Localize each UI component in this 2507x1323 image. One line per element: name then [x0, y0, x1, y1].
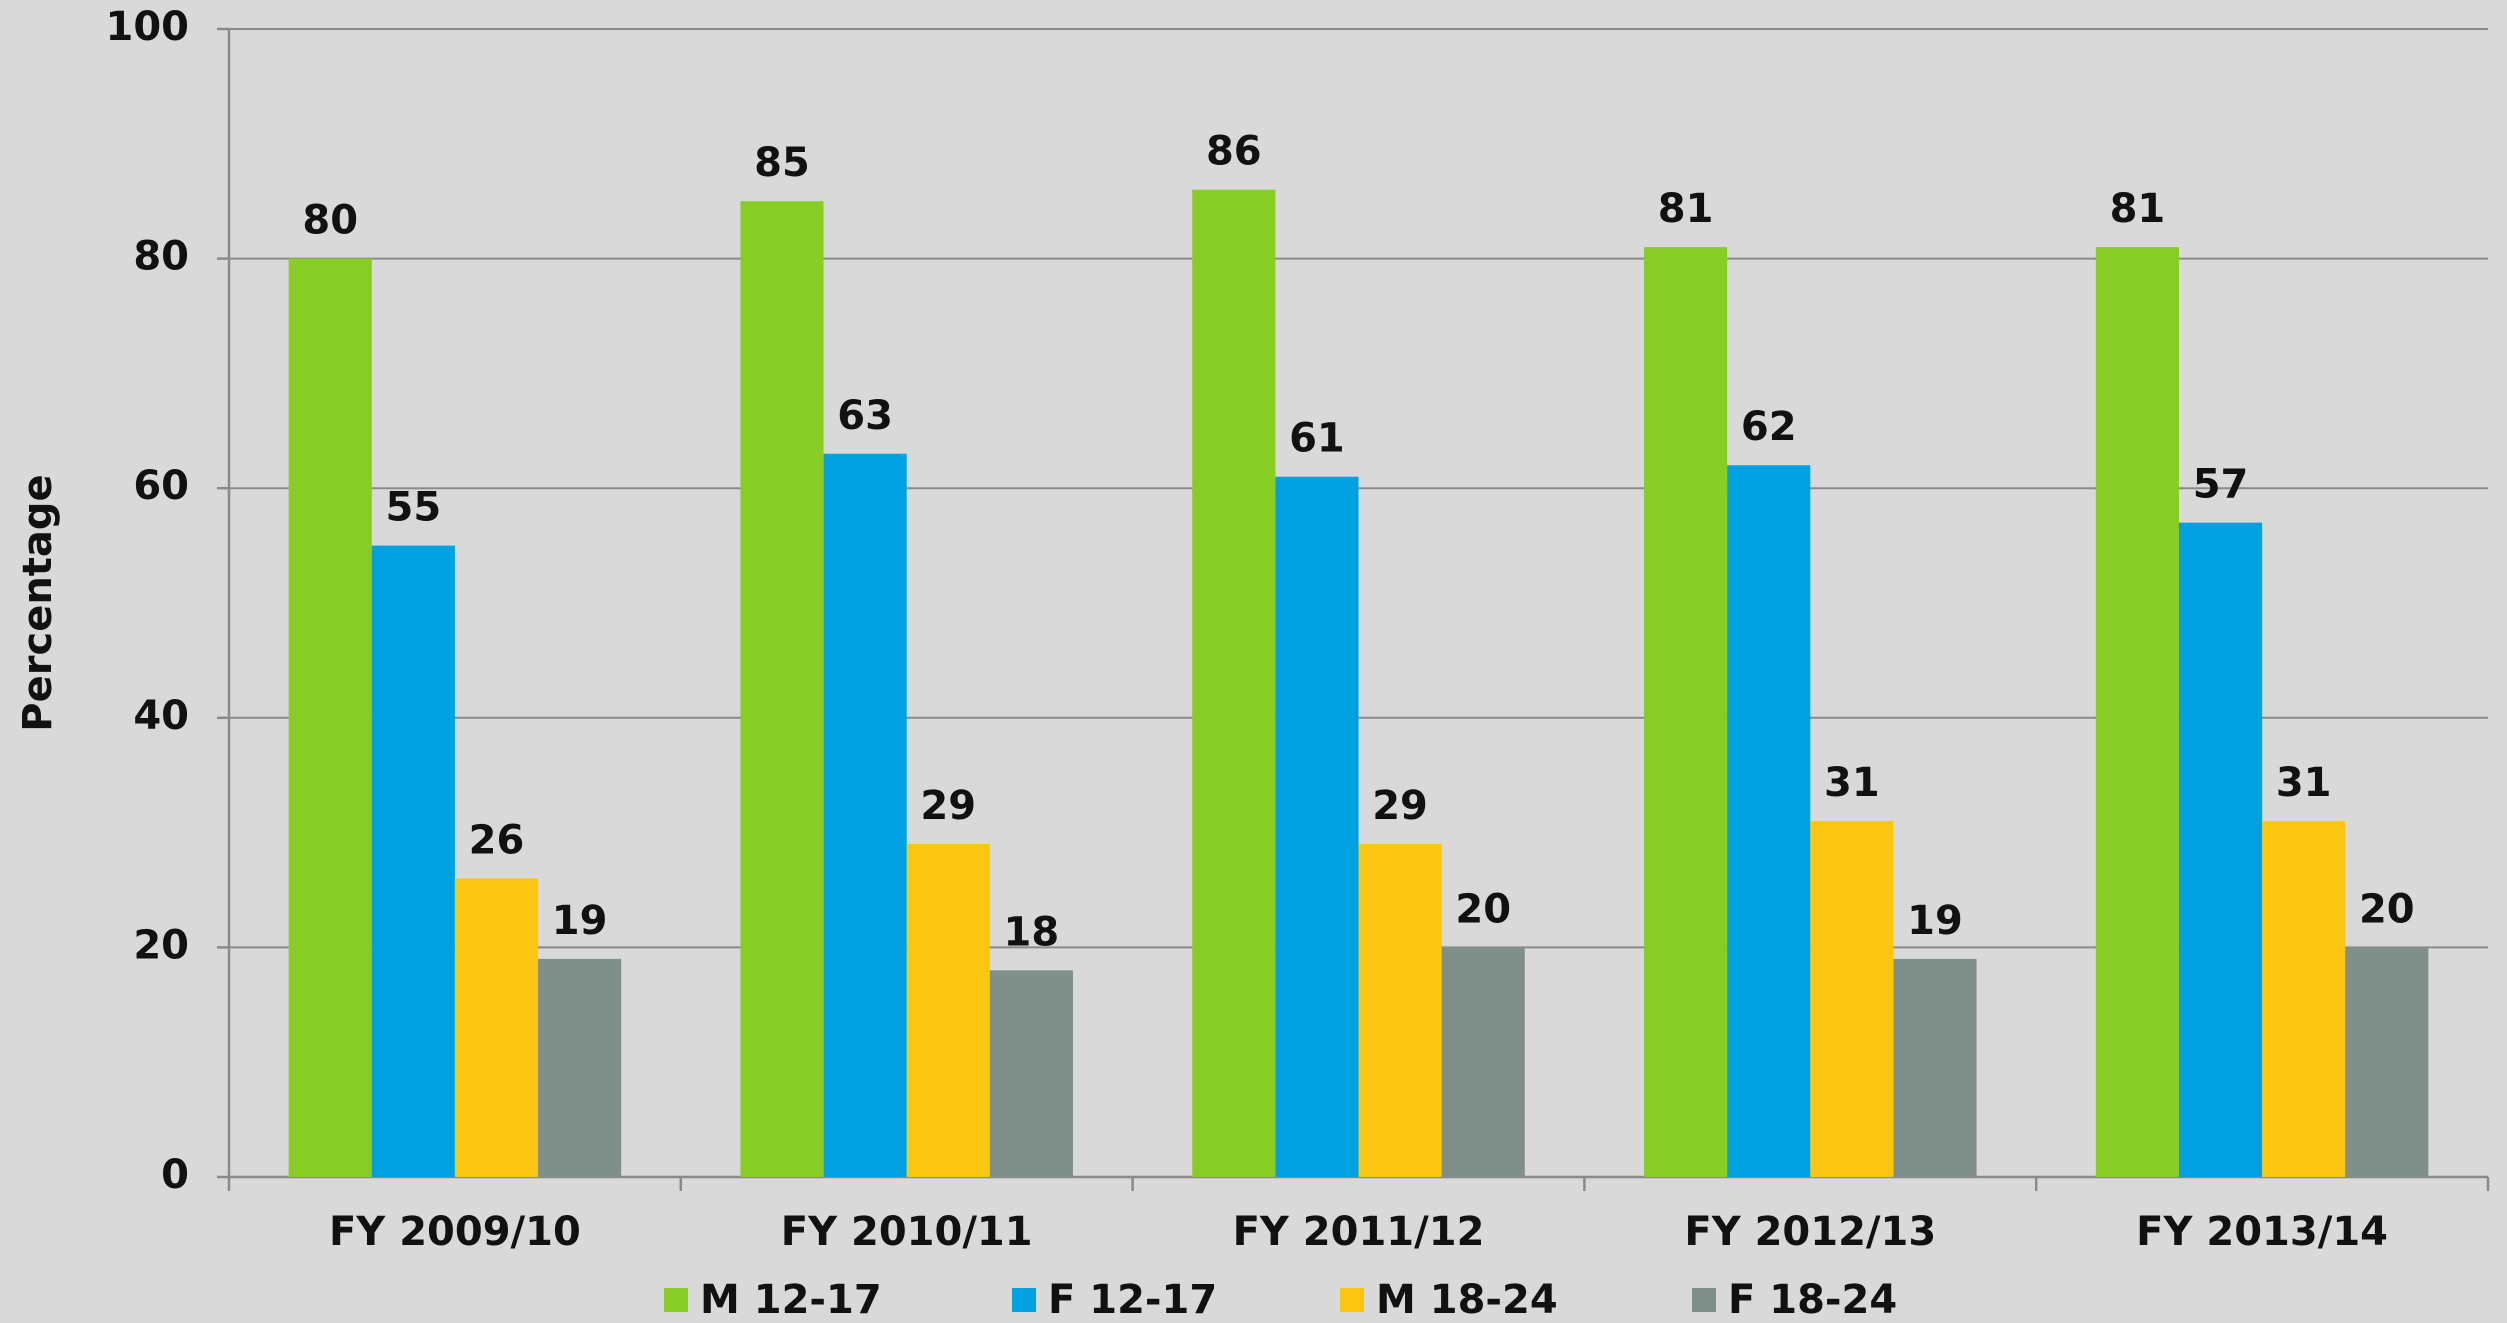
- bar: [288, 258, 372, 1178]
- legend-label: F 12-17: [1048, 1277, 1217, 1323]
- bar: [1441, 947, 1525, 1177]
- data-label: 63: [837, 393, 893, 439]
- x-tick-label: FY 2011/12: [1233, 1209, 1485, 1255]
- data-label: 18: [1004, 909, 1060, 955]
- bar: [1727, 465, 1811, 1177]
- data-label: 26: [469, 818, 525, 864]
- bar: [740, 201, 824, 1177]
- legend-label: M 12-17: [700, 1277, 882, 1323]
- bar: [454, 878, 539, 1177]
- legend-swatch: [1692, 1288, 1716, 1312]
- y-tick-label: 80: [133, 234, 189, 280]
- x-tick-label: FY 2009/10: [329, 1209, 581, 1255]
- data-label: 29: [920, 783, 976, 829]
- bar: [1192, 189, 1276, 1178]
- bar: [2178, 522, 2263, 1177]
- x-tick-label: FY 2013/14: [2136, 1209, 2388, 1255]
- bar: [2262, 821, 2346, 1177]
- data-label: 57: [2193, 462, 2249, 508]
- legend-swatch: [1012, 1288, 1036, 1312]
- bar: [1810, 821, 1894, 1177]
- legend-swatch: [664, 1288, 688, 1312]
- data-label: 61: [1289, 416, 1345, 462]
- bar: [989, 970, 1073, 1177]
- data-label: 62: [1741, 404, 1797, 450]
- x-tick-label: FY 2012/13: [1684, 1209, 1936, 1255]
- bar: [1275, 476, 1359, 1178]
- y-tick-label: 40: [133, 693, 189, 739]
- bar: [906, 844, 990, 1177]
- bar: [823, 453, 907, 1177]
- y-tick-label: 20: [133, 922, 189, 968]
- bar: [1893, 958, 1977, 1177]
- data-label: 19: [552, 898, 608, 944]
- data-label: 81: [1658, 186, 1714, 232]
- y-tick-label: 100: [106, 4, 190, 50]
- data-label: 19: [1907, 898, 1963, 944]
- bar: [2345, 947, 2429, 1177]
- y-axis-label: Percentage: [15, 474, 61, 731]
- data-label: 81: [2110, 186, 2166, 232]
- legend-swatch: [1340, 1288, 1364, 1312]
- bar: [1644, 247, 1728, 1177]
- data-label: 80: [302, 198, 358, 244]
- data-label: 29: [1372, 783, 1428, 829]
- bar: [2095, 247, 2179, 1177]
- data-label: 31: [2276, 760, 2332, 806]
- data-label: 20: [1455, 886, 1511, 932]
- y-tick-label: 60: [133, 463, 189, 509]
- data-label: 86: [1206, 129, 1262, 175]
- y-tick-label: 0: [161, 1152, 189, 1198]
- bar: [371, 545, 455, 1177]
- bar: [538, 958, 622, 1177]
- data-label: 55: [385, 485, 441, 531]
- x-tick-label: FY 2010/11: [781, 1209, 1033, 1255]
- data-label: 31: [1824, 760, 1880, 806]
- data-label: 20: [2359, 886, 2415, 932]
- legend-label: M 18-24: [1376, 1277, 1558, 1323]
- legend-label: F 18-24: [1728, 1277, 1897, 1323]
- bar: [1358, 844, 1442, 1177]
- data-label: 85: [754, 140, 810, 186]
